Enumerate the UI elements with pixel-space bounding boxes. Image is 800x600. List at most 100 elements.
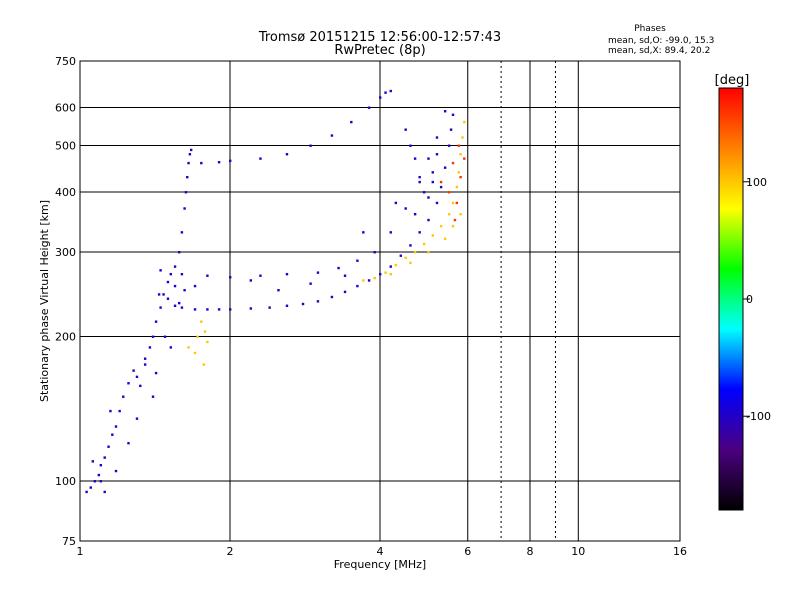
data-point (162, 293, 165, 296)
data-point (259, 157, 262, 160)
data-point (309, 282, 312, 285)
data-point (229, 159, 232, 163)
data-point (157, 293, 161, 296)
data-point (200, 320, 203, 323)
data-point (99, 463, 103, 467)
data-point (389, 272, 392, 276)
data-point (418, 231, 421, 234)
data-point (404, 256, 407, 260)
data-point (447, 144, 451, 147)
data-point (399, 254, 403, 257)
y-tick-label: 400 (55, 186, 76, 199)
data-point (435, 201, 439, 205)
data-point (259, 274, 262, 277)
colorbar-ticks: 100 0 -100 (743, 176, 771, 423)
y-axis-label: Stationary phase Virtual Height [km] (38, 200, 51, 402)
data-point (206, 274, 209, 277)
data-point (103, 456, 106, 459)
data-point (443, 110, 447, 113)
data-point (389, 265, 392, 268)
data-point (173, 265, 177, 268)
x-tick-label: 1 (77, 545, 84, 558)
data-point (99, 480, 103, 483)
data-point (431, 171, 434, 174)
data-point (184, 191, 188, 194)
data-point (107, 445, 110, 448)
data-point (180, 231, 184, 234)
y-tick-label: 600 (55, 102, 76, 115)
data-point (193, 308, 197, 311)
data-point (451, 113, 455, 116)
x-tick-label: 2 (227, 545, 234, 558)
data-point (193, 284, 197, 288)
data-point (439, 185, 443, 189)
data-point (159, 269, 162, 272)
data-point (93, 480, 97, 483)
data-point (183, 289, 186, 292)
grid-lines (80, 61, 680, 541)
data-point (337, 266, 340, 270)
data-point (206, 308, 209, 311)
data-point (114, 469, 118, 473)
colorbar-tick-label: -100 (746, 410, 771, 423)
data-point (463, 120, 466, 124)
data-point (249, 307, 253, 310)
data-point (451, 201, 455, 205)
data-point (418, 180, 421, 184)
data-point (459, 175, 462, 179)
x-tick-label: 10 (571, 545, 585, 558)
data-point (384, 271, 387, 274)
data-point (455, 185, 459, 189)
data-point (189, 148, 193, 152)
y-tick-label: 75 (62, 535, 76, 548)
data-point (457, 144, 460, 147)
data-point (97, 473, 101, 477)
data-point (379, 96, 382, 99)
data-point (404, 207, 407, 210)
data-point (451, 161, 455, 165)
data-point (461, 136, 464, 139)
data-point (285, 153, 289, 156)
data-point (159, 306, 162, 309)
data-point (422, 242, 426, 246)
data-point (409, 144, 412, 147)
phase-o-stats: mean, sd,O: -99.0, 15.3 (608, 36, 714, 46)
data-point (356, 284, 359, 288)
data-point (187, 161, 190, 165)
data-point (166, 280, 170, 284)
data-point (127, 382, 130, 385)
data-point (367, 106, 371, 109)
data-point (435, 153, 439, 156)
data-point (447, 213, 451, 216)
data-point (455, 201, 459, 205)
data-point (384, 91, 387, 94)
phase-x-stats: mean, sd,X: 89.4, 20.2 (608, 46, 710, 56)
data-point (316, 271, 320, 274)
data-point (169, 346, 173, 349)
data-point (350, 120, 353, 124)
data-point (418, 175, 421, 179)
x-tick-label: 8 (527, 545, 534, 558)
data-point (285, 304, 289, 307)
data-point (229, 308, 232, 311)
x-tick-label: 16 (673, 545, 687, 558)
data-point (154, 320, 158, 323)
data-points (85, 89, 466, 494)
data-point (330, 295, 334, 299)
data-point (249, 279, 253, 282)
data-point (427, 218, 430, 222)
data-point (427, 251, 430, 254)
data-point (413, 251, 417, 254)
data-point (188, 153, 192, 156)
data-point (111, 433, 114, 436)
colorbar-label: [deg] (715, 73, 750, 88)
data-point (122, 395, 125, 398)
data-point (435, 136, 439, 139)
data-point (268, 306, 271, 309)
data-point (447, 191, 451, 194)
data-point (443, 166, 447, 169)
data-point (177, 251, 181, 254)
data-point (427, 196, 430, 199)
y-tick-label: 500 (55, 140, 76, 153)
data-point (139, 384, 142, 388)
